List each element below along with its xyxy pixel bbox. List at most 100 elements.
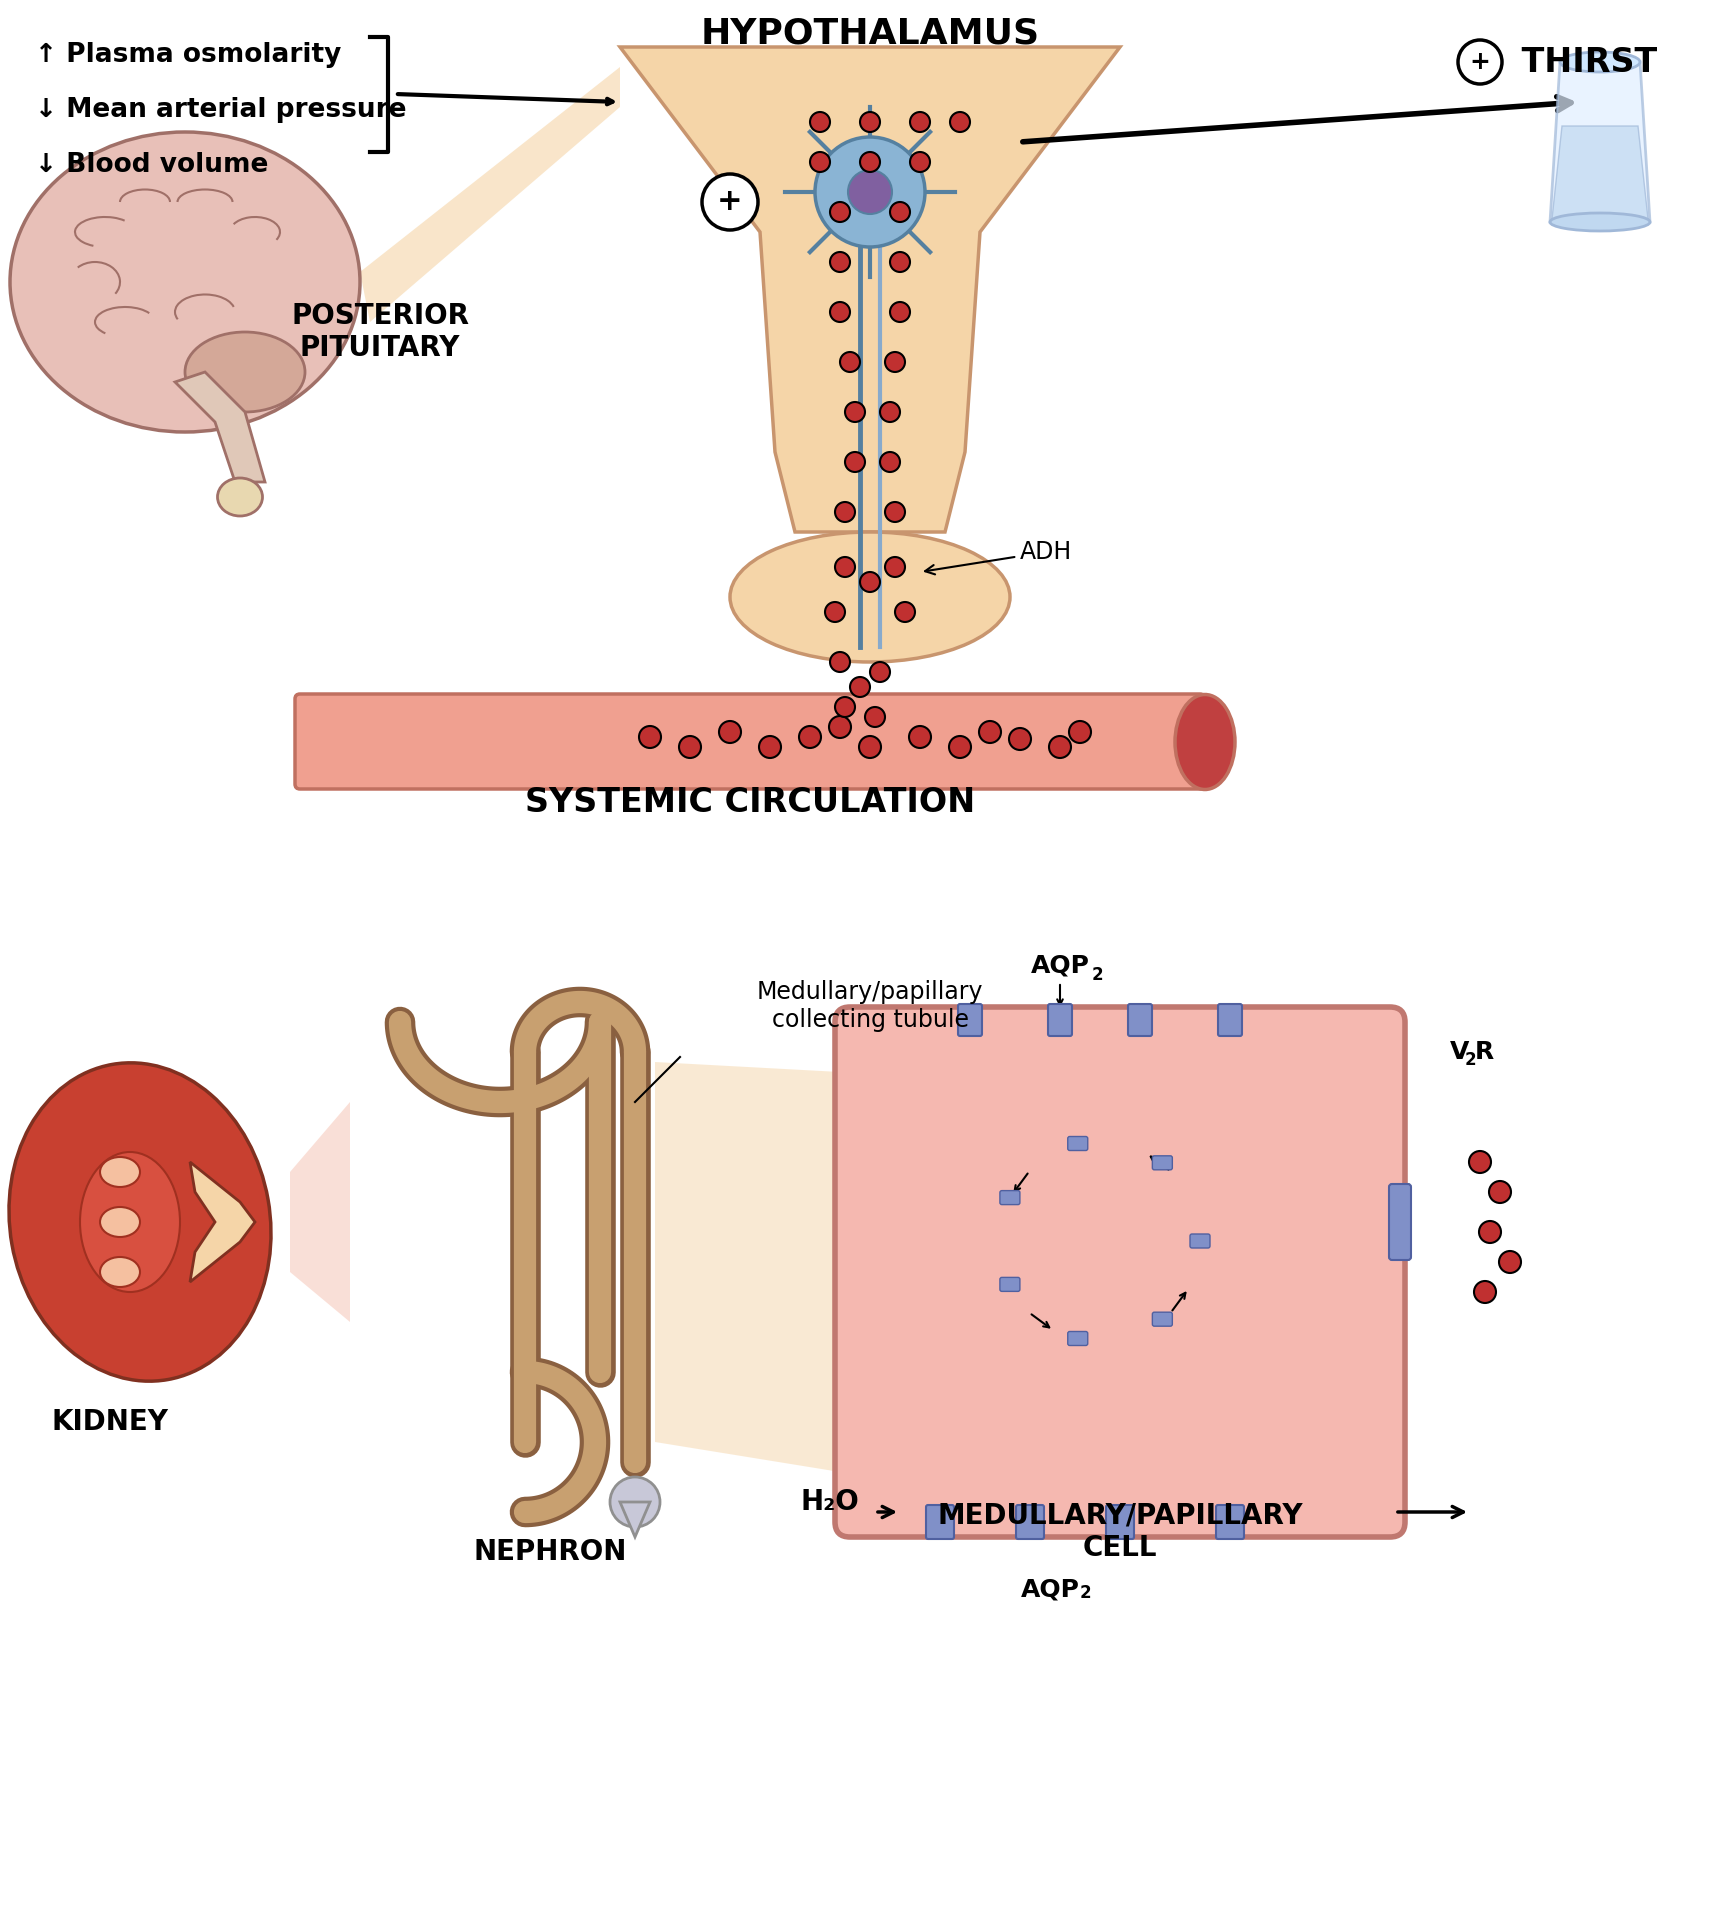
Text: ADH: ADH — [925, 540, 1072, 575]
Circle shape — [1470, 1151, 1490, 1172]
Circle shape — [909, 111, 930, 133]
FancyBboxPatch shape — [1067, 1332, 1088, 1345]
FancyBboxPatch shape — [1128, 1003, 1152, 1036]
Polygon shape — [191, 1163, 255, 1282]
Circle shape — [840, 352, 861, 373]
Circle shape — [758, 736, 781, 757]
Ellipse shape — [10, 133, 359, 432]
FancyBboxPatch shape — [295, 694, 1206, 790]
Circle shape — [1478, 1220, 1501, 1244]
Circle shape — [909, 152, 930, 171]
FancyBboxPatch shape — [1390, 1184, 1411, 1261]
Circle shape — [885, 502, 906, 523]
FancyBboxPatch shape — [1048, 1003, 1072, 1036]
Circle shape — [890, 202, 909, 223]
Ellipse shape — [1175, 694, 1235, 790]
Circle shape — [859, 736, 881, 757]
Ellipse shape — [1549, 213, 1650, 231]
Circle shape — [835, 557, 855, 577]
Ellipse shape — [80, 1151, 180, 1292]
Circle shape — [703, 175, 758, 231]
Text: V: V — [1450, 1040, 1470, 1065]
FancyBboxPatch shape — [958, 1003, 982, 1036]
Text: +: + — [1470, 50, 1490, 75]
Circle shape — [1069, 721, 1091, 744]
Circle shape — [829, 302, 850, 323]
FancyBboxPatch shape — [999, 1278, 1020, 1292]
Circle shape — [678, 736, 701, 757]
Circle shape — [890, 302, 909, 323]
FancyBboxPatch shape — [1017, 1505, 1044, 1540]
Text: NEPHRON: NEPHRON — [474, 1538, 626, 1566]
Text: HYPOTHALAMUS: HYPOTHALAMUS — [701, 17, 1039, 52]
Polygon shape — [359, 67, 619, 323]
Polygon shape — [656, 1063, 840, 1472]
Circle shape — [845, 452, 866, 473]
Circle shape — [861, 573, 880, 592]
FancyBboxPatch shape — [1152, 1313, 1173, 1326]
Polygon shape — [619, 46, 1121, 532]
Circle shape — [866, 707, 885, 727]
FancyBboxPatch shape — [999, 1190, 1020, 1205]
Circle shape — [869, 661, 890, 682]
Text: R: R — [1475, 1040, 1494, 1065]
FancyBboxPatch shape — [1105, 1505, 1135, 1540]
Circle shape — [1475, 1280, 1496, 1303]
Circle shape — [718, 721, 741, 744]
Text: Medullary/papillary
collecting tubule: Medullary/papillary collecting tubule — [756, 980, 984, 1032]
Ellipse shape — [101, 1207, 141, 1238]
FancyBboxPatch shape — [926, 1505, 954, 1540]
Text: 2: 2 — [1079, 1584, 1091, 1603]
Ellipse shape — [1560, 52, 1640, 71]
Text: MEDULLARY/PAPILLARY
CELL: MEDULLARY/PAPILLARY CELL — [937, 1501, 1303, 1563]
Text: AQP: AQP — [1031, 953, 1090, 976]
Polygon shape — [1553, 127, 1648, 219]
Circle shape — [810, 111, 829, 133]
Ellipse shape — [101, 1157, 141, 1188]
Circle shape — [885, 352, 906, 373]
Circle shape — [885, 557, 906, 577]
Circle shape — [949, 736, 972, 757]
Circle shape — [829, 717, 850, 738]
Polygon shape — [175, 373, 265, 482]
Circle shape — [1010, 728, 1031, 750]
Text: H₂O: H₂O — [800, 1488, 859, 1516]
Text: AQP: AQP — [1020, 1576, 1079, 1601]
Circle shape — [829, 202, 850, 223]
FancyBboxPatch shape — [835, 1007, 1405, 1538]
Ellipse shape — [217, 479, 262, 515]
Ellipse shape — [9, 1063, 271, 1382]
Circle shape — [895, 602, 914, 623]
Text: 2: 2 — [1464, 1051, 1476, 1069]
FancyBboxPatch shape — [1190, 1234, 1209, 1247]
Text: ↑ Plasma osmolarity: ↑ Plasma osmolarity — [35, 42, 342, 67]
Polygon shape — [1549, 62, 1650, 223]
Circle shape — [890, 252, 909, 273]
Circle shape — [810, 152, 829, 171]
Circle shape — [951, 111, 970, 133]
Circle shape — [835, 698, 855, 717]
Text: ↓ Blood volume: ↓ Blood volume — [35, 152, 269, 179]
FancyBboxPatch shape — [1218, 1003, 1242, 1036]
Circle shape — [835, 502, 855, 523]
Circle shape — [829, 252, 850, 273]
Circle shape — [1457, 40, 1503, 85]
FancyBboxPatch shape — [1067, 1136, 1088, 1151]
Text: 2: 2 — [1091, 967, 1103, 984]
Circle shape — [826, 602, 845, 623]
Circle shape — [1489, 1180, 1511, 1203]
FancyBboxPatch shape — [1216, 1505, 1244, 1540]
Text: ↓ Mean arterial pressure: ↓ Mean arterial pressure — [35, 96, 406, 123]
Circle shape — [1499, 1251, 1522, 1272]
Circle shape — [861, 152, 880, 171]
Ellipse shape — [730, 532, 1010, 661]
Circle shape — [861, 111, 880, 133]
Ellipse shape — [186, 333, 305, 411]
Polygon shape — [290, 1101, 350, 1322]
Circle shape — [880, 452, 900, 473]
Circle shape — [909, 727, 932, 748]
Circle shape — [815, 136, 925, 248]
Polygon shape — [619, 1501, 651, 1538]
Circle shape — [880, 402, 900, 423]
Circle shape — [800, 727, 821, 748]
